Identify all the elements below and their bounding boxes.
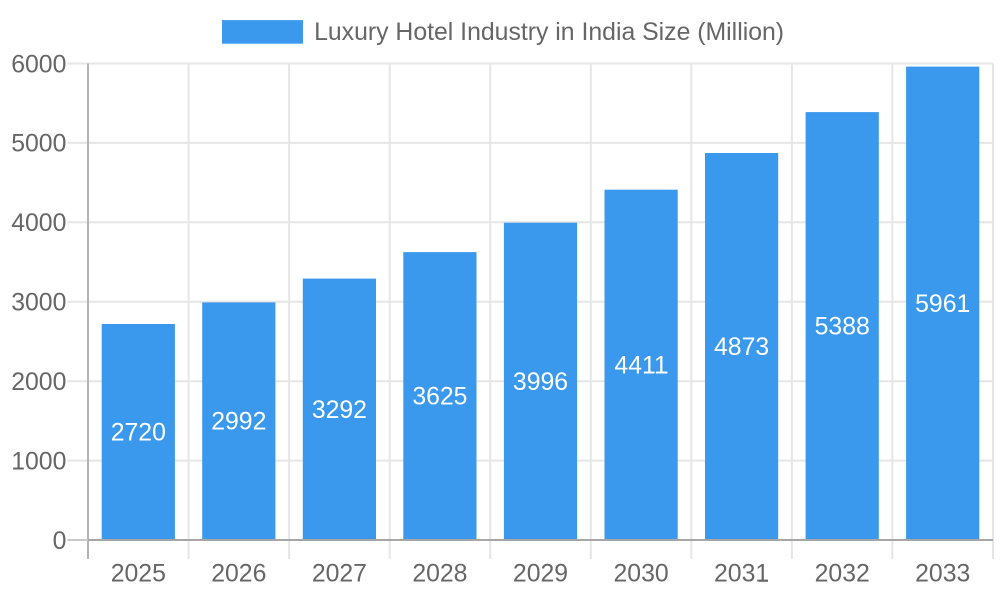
svg-text:2028: 2028 [412,561,467,588]
svg-text:6000: 6000 [11,51,66,78]
svg-text:3292: 3292 [312,397,367,424]
svg-text:3000: 3000 [11,290,66,317]
svg-text:5000: 5000 [11,131,66,158]
svg-text:2031: 2031 [714,561,769,588]
svg-text:2027: 2027 [312,561,367,588]
svg-text:3996: 3996 [513,369,568,396]
svg-text:0: 0 [53,528,67,555]
svg-text:Luxury Hotel Industry in India: Luxury Hotel Industry in India Size (Mil… [314,19,784,46]
svg-text:2000: 2000 [11,369,66,396]
svg-text:2029: 2029 [513,561,568,588]
svg-text:3625: 3625 [412,384,467,411]
svg-text:2032: 2032 [815,561,870,588]
svg-text:4873: 4873 [714,334,769,361]
svg-text:2033: 2033 [915,561,970,588]
svg-text:2026: 2026 [211,561,266,588]
svg-text:2720: 2720 [111,420,166,447]
svg-text:2025: 2025 [111,561,166,588]
svg-text:2030: 2030 [614,561,669,588]
svg-text:2992: 2992 [211,409,266,436]
svg-text:4411: 4411 [614,352,667,379]
svg-text:5961: 5961 [915,291,970,318]
svg-text:5388: 5388 [815,314,870,341]
svg-text:1000: 1000 [11,448,66,475]
svg-text:4000: 4000 [11,210,66,237]
